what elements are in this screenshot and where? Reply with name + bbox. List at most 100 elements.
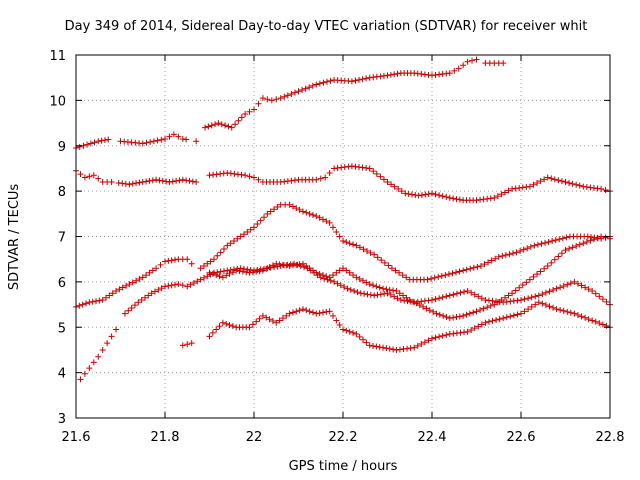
data-point [569,244,576,251]
data-point [535,299,542,306]
data-point [334,280,341,287]
data-point [455,65,462,72]
data-point [148,290,155,297]
data-point [204,273,211,280]
data-point [103,294,110,301]
data-point [503,314,510,321]
data-point [296,307,303,314]
data-point [578,282,585,289]
data-point [242,172,249,179]
data-point [451,67,458,74]
data-point [394,70,401,77]
data-point [139,179,146,186]
data-point [367,249,374,256]
data-point [255,100,262,107]
data-point [218,121,225,128]
x-tick-label: 22.8 [596,430,625,445]
data-point [371,292,378,299]
data-point [518,297,524,304]
data-point [566,179,573,186]
data-point [432,191,439,198]
data-point [557,307,564,314]
data-point [261,214,268,221]
data-point [254,221,261,228]
data-point [346,240,353,247]
data-point [340,326,346,333]
data-point [273,96,280,103]
data-point [531,242,538,249]
data-point [405,190,412,197]
data-point [494,193,501,200]
data-point [244,266,251,273]
series-series-5b [206,299,613,353]
data-point [506,251,513,258]
data-point [162,135,168,142]
series-series-1 [73,131,200,152]
data-point [226,270,233,277]
data-point [498,297,505,304]
data-point [319,309,326,316]
data-point [548,175,555,182]
data-point [329,272,336,279]
data-point [340,238,346,245]
y-tick-label: 3 [58,412,66,427]
data-point [173,177,180,184]
data-point [293,308,300,315]
data-point [179,176,186,183]
data-point [296,206,303,213]
data-point [256,315,263,322]
data-point [366,342,373,349]
data-point [259,95,266,102]
data-point [139,274,146,281]
data-point [288,91,295,98]
data-point [329,312,336,319]
y-axis-ticks: 3 4 5 6 7 8 9 10 11 [49,49,610,427]
data-point [213,272,220,279]
data-point [129,279,136,286]
data-point [367,291,374,298]
data-point [354,289,361,296]
data-point [446,194,453,201]
data-point [306,210,313,217]
data-point [90,172,97,179]
data-point [299,86,306,93]
data-point [313,269,320,276]
data-point [326,169,333,176]
data-point [592,290,599,297]
grid-lines [76,55,610,418]
data-point [364,291,371,298]
data-point [514,311,521,318]
y-tick-label: 9 [58,140,66,155]
data-point [471,325,478,332]
x-axis-ticks: 21.6 21.8 22 22.2 22.4 22.6 22.8 [62,55,625,445]
data-point [420,303,427,310]
data-point [468,326,475,333]
data-point [183,136,190,143]
data-point [466,310,473,317]
data-point [303,262,310,269]
data-point [289,309,296,316]
data-point [244,228,251,235]
data-point [589,317,596,324]
data-point [123,282,130,289]
data-point [370,168,377,175]
data-point [374,254,381,261]
data-point [590,236,597,243]
data-point [187,281,194,288]
data-point [564,281,571,288]
data-point [598,233,605,240]
data-point [251,174,257,181]
data-point [154,137,161,144]
data-point [168,282,175,289]
data-point [249,269,256,276]
data-point [273,260,280,267]
data-point [582,284,589,291]
data-point [306,308,313,315]
data-point [384,290,391,297]
data-point [432,334,439,341]
data-point [289,203,296,210]
data-point [246,173,253,180]
data-point [439,332,446,339]
data-point [193,179,200,186]
data-point [464,287,471,294]
